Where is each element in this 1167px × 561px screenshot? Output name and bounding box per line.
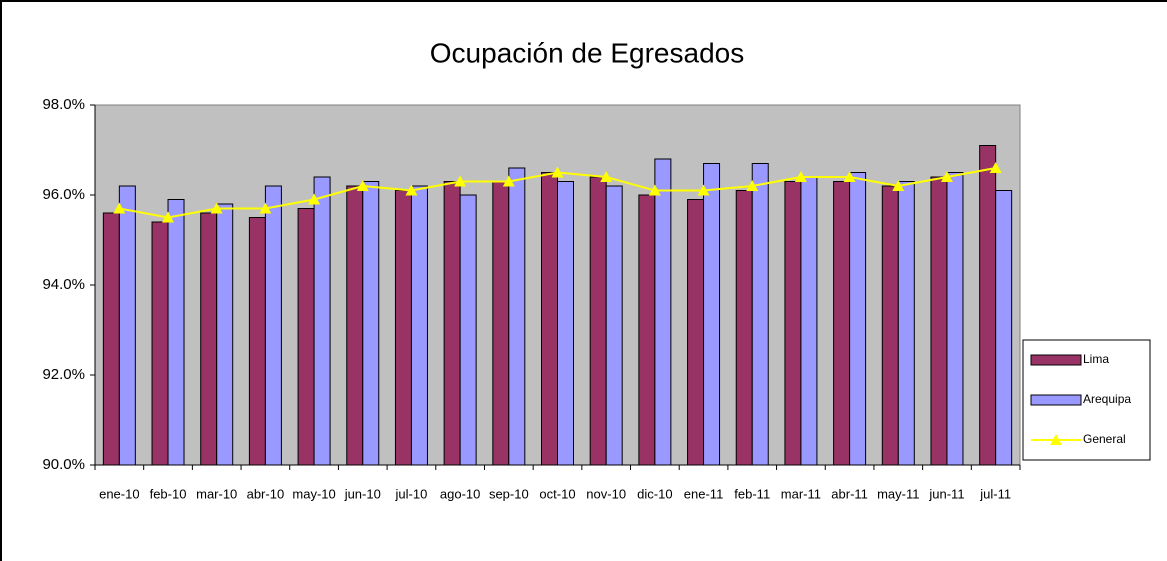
bar <box>995 190 1013 466</box>
line-marker <box>259 202 272 214</box>
bar <box>346 185 364 466</box>
bar <box>638 194 656 466</box>
line-marker <box>502 175 515 187</box>
x-tick-label: dic-10 <box>637 486 672 501</box>
line-marker <box>454 175 467 187</box>
bar <box>508 167 526 466</box>
legend-label: Arequipa <box>1083 392 1131 406</box>
line-marker <box>308 193 321 205</box>
bar <box>151 221 169 466</box>
y-tick-label: 90.0% <box>42 456 85 473</box>
x-tick-label: may-11 <box>877 486 919 501</box>
bar <box>459 194 477 466</box>
bar <box>167 199 185 466</box>
bar <box>248 217 266 466</box>
x-tick-label: jul-11 <box>979 486 1011 501</box>
bar <box>897 181 915 466</box>
x-tick-label: oct-10 <box>539 486 575 501</box>
bar <box>200 212 218 466</box>
line-marker <box>697 184 710 196</box>
bar <box>703 163 721 466</box>
legend-label: Lima <box>1083 352 1109 366</box>
line-marker <box>113 202 126 214</box>
y-tick-label: 92.0% <box>42 366 85 383</box>
legend-label: General <box>1083 432 1126 446</box>
bar <box>216 203 234 466</box>
bar <box>557 181 574 466</box>
y-tick-label: 94.0% <box>42 276 85 293</box>
chart-title: Ocupación de Egresados <box>430 37 744 68</box>
bar <box>687 199 705 466</box>
bar <box>849 172 867 466</box>
bar <box>410 185 428 466</box>
x-tick-label: feb-10 <box>150 486 187 501</box>
bar <box>979 145 997 466</box>
bar <box>881 185 899 466</box>
line-marker <box>551 166 564 178</box>
line-marker <box>600 171 613 182</box>
bar <box>930 176 948 466</box>
x-tick-label: abr-10 <box>247 486 285 501</box>
x-tick-label: abr-11 <box>831 486 868 501</box>
bar <box>264 185 282 466</box>
bar <box>102 212 120 466</box>
y-tick-label: 96.0% <box>42 186 85 203</box>
bar <box>784 181 802 466</box>
x-tick-label: ene-11 <box>684 486 724 501</box>
line-marker <box>746 180 759 191</box>
x-tick-label: jun-11 <box>928 486 964 501</box>
bar <box>605 185 623 466</box>
bar <box>362 181 380 466</box>
x-tick-label: feb-11 <box>734 486 770 501</box>
line-marker <box>210 202 223 214</box>
legend-swatch <box>1030 354 1082 366</box>
line-marker <box>989 162 1002 173</box>
bar <box>800 176 818 466</box>
bar <box>297 208 315 466</box>
line-marker <box>892 180 905 191</box>
x-tick-label: may-10 <box>292 486 335 501</box>
line-marker <box>940 171 953 182</box>
x-tick-label: mar-11 <box>781 486 821 501</box>
x-tick-label: mar-10 <box>196 486 237 501</box>
bar <box>118 185 136 466</box>
line-marker <box>843 171 856 182</box>
line-marker <box>356 180 369 191</box>
bar <box>492 181 510 466</box>
x-tick-label: jun-10 <box>344 486 381 501</box>
bar <box>443 181 461 466</box>
x-tick-label: ene-10 <box>99 486 139 501</box>
bar <box>589 176 607 466</box>
y-tick-label: 98.0% <box>42 96 85 113</box>
bar <box>946 172 964 466</box>
line-marker <box>648 184 661 196</box>
bar <box>751 163 769 466</box>
line-marker <box>405 184 418 196</box>
legend-marker <box>1050 434 1062 445</box>
bar <box>394 190 412 466</box>
x-tick-label: nov-10 <box>586 486 626 501</box>
bar <box>735 190 753 466</box>
x-tick-label: jul-10 <box>395 486 428 501</box>
x-tick-label: ago-10 <box>440 486 480 501</box>
bar <box>541 172 558 466</box>
x-tick-label: sep-10 <box>489 486 529 501</box>
line-marker <box>794 171 807 182</box>
bar <box>654 158 672 466</box>
bar <box>313 176 331 466</box>
line-marker <box>162 211 175 223</box>
legend-swatch <box>1030 394 1082 406</box>
bar <box>833 181 851 466</box>
